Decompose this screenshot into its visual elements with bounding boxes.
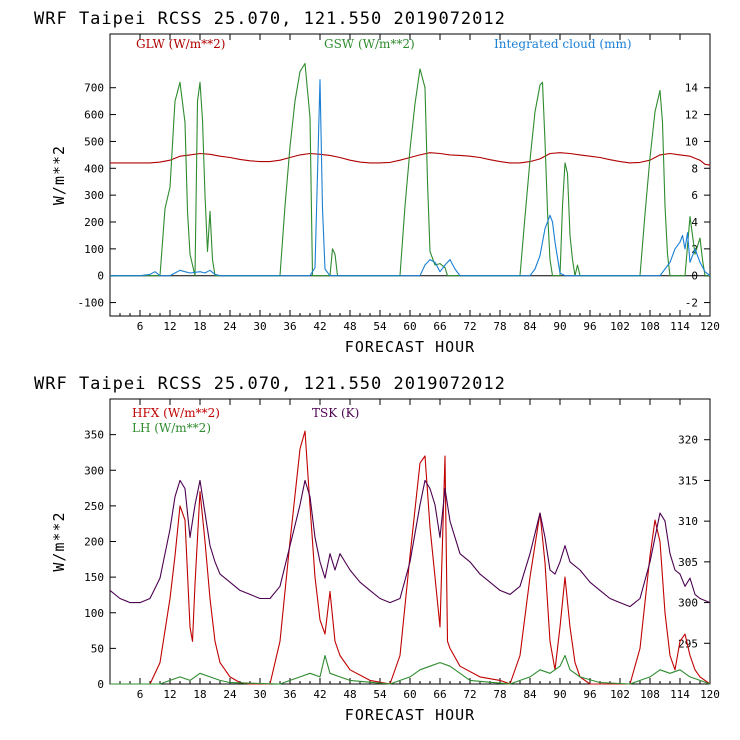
x-tick-label: 36 (283, 688, 296, 701)
series-line-gsw (110, 62, 710, 277)
x-tick-label: 72 (463, 688, 476, 701)
legend-entry: Integrated cloud (mm) (494, 37, 632, 51)
y2-tick-label: 6 (691, 189, 698, 202)
x-tick-label: 78 (493, 320, 506, 333)
x-tick-label: 66 (433, 688, 446, 701)
x-tick-label: 36 (283, 320, 296, 333)
x-tick-label: 24 (223, 688, 237, 701)
x-axis-label: FORECAST HOUR (345, 338, 475, 356)
x-tick-label: 120 (700, 688, 720, 701)
y2-tick-label: 310 (678, 515, 698, 528)
x-tick-label: 48 (343, 320, 356, 333)
y2-tick-label: 14 (685, 82, 699, 95)
x-tick-label: 54 (373, 688, 387, 701)
y-tick-label: 400 (84, 162, 104, 175)
x-tick-label: 60 (403, 320, 416, 333)
x-tick-label: 78 (493, 688, 506, 701)
x-tick-label: 84 (523, 320, 537, 333)
x-tick-label: 102 (610, 688, 630, 701)
x-tick-label: 96 (583, 688, 596, 701)
y-tick-label: 300 (84, 464, 104, 477)
x-tick-label: 60 (403, 688, 416, 701)
y2-tick-label: 10 (685, 135, 698, 148)
series-line-lh (110, 654, 711, 685)
x-tick-label: 120 (700, 320, 720, 333)
legend-entry: GLW (W/m**2) (136, 37, 225, 51)
x-tick-label: 24 (223, 320, 237, 333)
series-line-hfx (110, 430, 711, 685)
y-tick-label: 300 (84, 189, 104, 202)
x-tick-label: 90 (553, 688, 566, 701)
x-tick-label: 12 (163, 688, 176, 701)
y-tick-label: 150 (84, 571, 104, 584)
y-tick-label: 50 (91, 642, 104, 655)
y2-tick-label: 320 (678, 434, 698, 447)
y2-tick-label: 315 (678, 474, 698, 487)
x-tick-label: 18 (193, 688, 206, 701)
x-tick-label: 114 (670, 320, 690, 333)
y2-tick-label: 12 (685, 109, 698, 122)
y-tick-label: 250 (84, 500, 104, 513)
x-tick-label: 66 (433, 320, 446, 333)
x-tick-label: 42 (313, 320, 326, 333)
y-axis-label: W/m**2 (50, 511, 68, 571)
legend-entry: TSK (K) (312, 406, 359, 420)
x-tick-label: 108 (640, 688, 660, 701)
chart-title: WRF Taipei RCSS 25.070, 121.550 20190720… (34, 9, 506, 29)
y2-tick-label: 8 (691, 162, 698, 175)
y-tick-label: 350 (84, 429, 104, 442)
x-tick-label: 102 (610, 320, 630, 333)
x-tick-label: 42 (313, 688, 326, 701)
y2-tick-label: 295 (678, 637, 698, 650)
y2-tick-label: 0 (691, 270, 698, 283)
x-tick-label: 12 (163, 320, 176, 333)
legend-entry: HFX (W/m**2) (132, 406, 220, 420)
legend-entry: GSW (W/m**2) (324, 37, 415, 51)
x-tick-label: 48 (343, 688, 356, 701)
x-tick-label: 54 (373, 320, 387, 333)
x-tick-label: 30 (253, 320, 266, 333)
x-tick-label: 90 (553, 320, 566, 333)
legend-entry: LH (W/m**2) (132, 421, 211, 435)
x-tick-label: 96 (583, 320, 596, 333)
y-tick-label: 100 (84, 607, 104, 620)
y2-tick-label: -2 (685, 297, 698, 310)
y-tick-label: 500 (84, 135, 104, 148)
series-line-glw (110, 152, 711, 166)
x-tick-label: 84 (523, 688, 537, 701)
x-tick-label: 6 (137, 320, 144, 333)
y-tick-label: 200 (84, 216, 104, 229)
y-tick-label: 0 (97, 270, 104, 283)
x-tick-label: 114 (670, 688, 690, 701)
plot-frame (109, 33, 711, 317)
series-line-tsk (109, 479, 711, 608)
x-tick-label: 6 (137, 688, 144, 701)
plot-frame (109, 398, 711, 685)
y-tick-label: -100 (78, 297, 105, 310)
series-line-integrated (110, 79, 711, 277)
x-tick-label: 72 (463, 320, 476, 333)
y2-tick-label: 4 (691, 216, 698, 229)
y-tick-label: 100 (84, 243, 104, 256)
x-tick-label: 108 (640, 320, 660, 333)
x-axis-label: FORECAST HOUR (345, 706, 475, 724)
y-tick-label: 0 (97, 678, 104, 691)
y2-tick-label: 305 (678, 556, 698, 569)
y-axis-label: W/m**2 (50, 145, 68, 205)
x-tick-label: 18 (193, 320, 206, 333)
y2-tick-label: 300 (678, 597, 698, 610)
chart-title: WRF Taipei RCSS 25.070, 121.550 20190720… (34, 374, 506, 394)
y-tick-label: 200 (84, 536, 104, 549)
x-tick-label: 30 (253, 688, 266, 701)
y-tick-label: 600 (84, 109, 104, 122)
y-tick-label: 700 (84, 82, 104, 95)
